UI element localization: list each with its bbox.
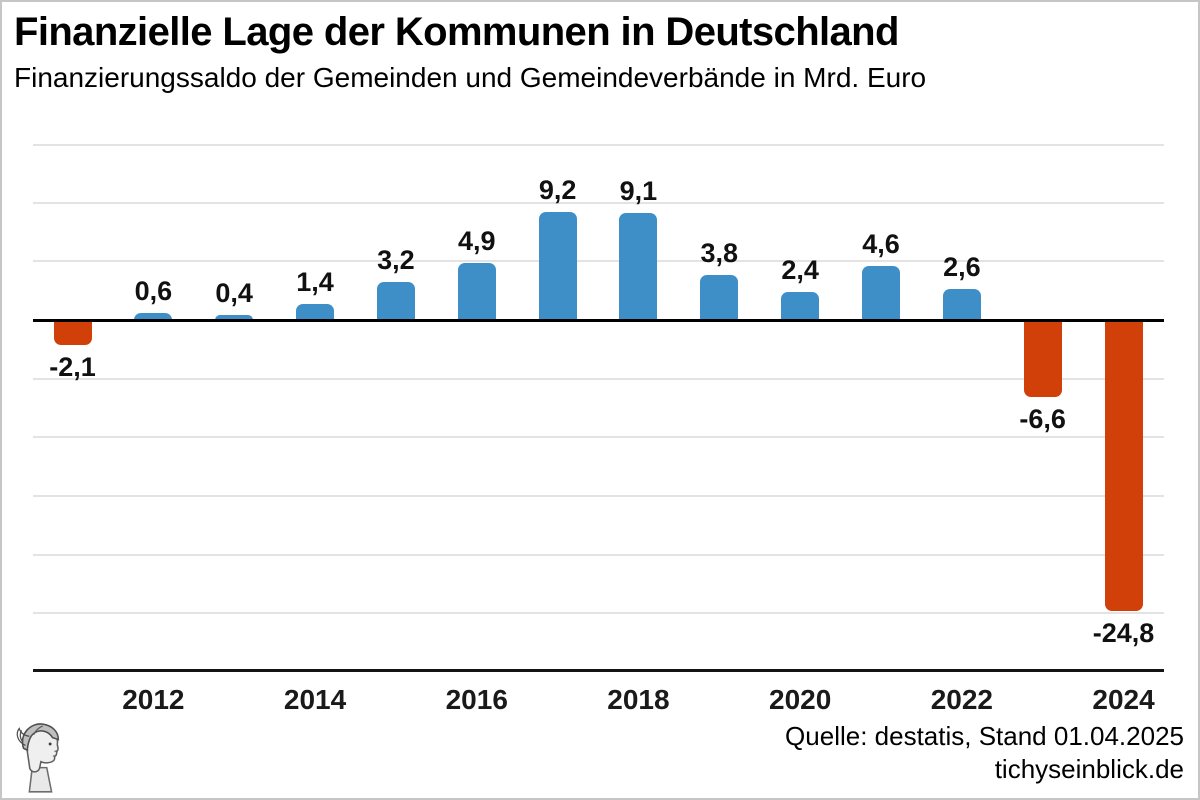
bottom-axis-line <box>33 669 1164 672</box>
bar-2011 <box>53 320 92 345</box>
bar-2023 <box>1023 320 1062 398</box>
chart-subtitle: Finanzierungssaldo der Gemeinden und Gem… <box>14 62 927 93</box>
bar-2020 <box>781 291 820 320</box>
gridline--20 <box>33 553 1164 556</box>
value-label-2011: -2,1 <box>49 351 96 382</box>
gridline-15 <box>33 144 1164 146</box>
bar-2018 <box>619 213 658 320</box>
value-label-2018: 9,1 <box>619 176 658 207</box>
value-label-2019: 3,8 <box>700 238 739 269</box>
gridline--5 <box>33 377 1164 380</box>
value-label-2020: 2,4 <box>781 254 819 285</box>
bar-2019 <box>700 275 739 320</box>
bar-2017 <box>538 212 577 320</box>
gridline-10 <box>33 201 1164 204</box>
value-label-2024: -24,8 <box>1092 617 1155 648</box>
x-tick-2018: 2018 <box>607 684 670 715</box>
bar-2016 <box>457 262 496 320</box>
bar-2022 <box>942 289 981 320</box>
bar-2024 <box>1104 320 1143 611</box>
website-line: tichyseinblick.de <box>994 754 1184 784</box>
classical-head-logo-icon <box>10 718 68 796</box>
value-label-2023: -6,6 <box>1019 404 1066 435</box>
bar-2015 <box>376 282 415 320</box>
x-tick-2016: 2016 <box>445 684 508 715</box>
value-label-2022: 2,6 <box>943 252 981 283</box>
bar-2021 <box>862 266 900 320</box>
value-label-2016: 4,9 <box>457 225 496 256</box>
source-line: Quelle: destatis, Stand 01.04.2025 <box>785 721 1184 751</box>
value-label-2012: 0,6 <box>134 275 173 306</box>
value-label-2017: 9,2 <box>538 175 577 206</box>
gridline--25 <box>33 612 1164 615</box>
value-label-2015: 3,2 <box>377 245 415 276</box>
x-tick-2022: 2022 <box>930 684 993 715</box>
x-tick-2012: 2012 <box>122 684 185 715</box>
value-label-2021: 4,6 <box>862 229 900 260</box>
bar-2013 <box>215 315 254 320</box>
source-attribution: Quelle: destatis, Stand 01.04.2025 tichy… <box>785 720 1184 786</box>
bar-2012 <box>134 312 173 320</box>
value-label-2014: 1,4 <box>296 266 334 297</box>
x-tick-2024: 2024 <box>1092 684 1155 715</box>
gridline--10 <box>33 436 1164 439</box>
zero-axis-line <box>33 318 1164 322</box>
chart-title: Finanzielle Lage der Kommunen in Deutsch… <box>14 10 899 54</box>
gridline-5 <box>33 260 1164 263</box>
bar-2014 <box>296 303 335 320</box>
x-tick-2020: 2020 <box>768 684 832 715</box>
x-tick-2014: 2014 <box>283 684 347 715</box>
gridline--15 <box>33 495 1164 497</box>
bar-chart-plot-area: -2,1 0,6 0,4 1,4 3,2 4,9 9,2 9,1 3,8 2,4 4,6 2,6 -6,… <box>33 144 1164 672</box>
value-label-2013: 0,4 <box>215 278 253 309</box>
